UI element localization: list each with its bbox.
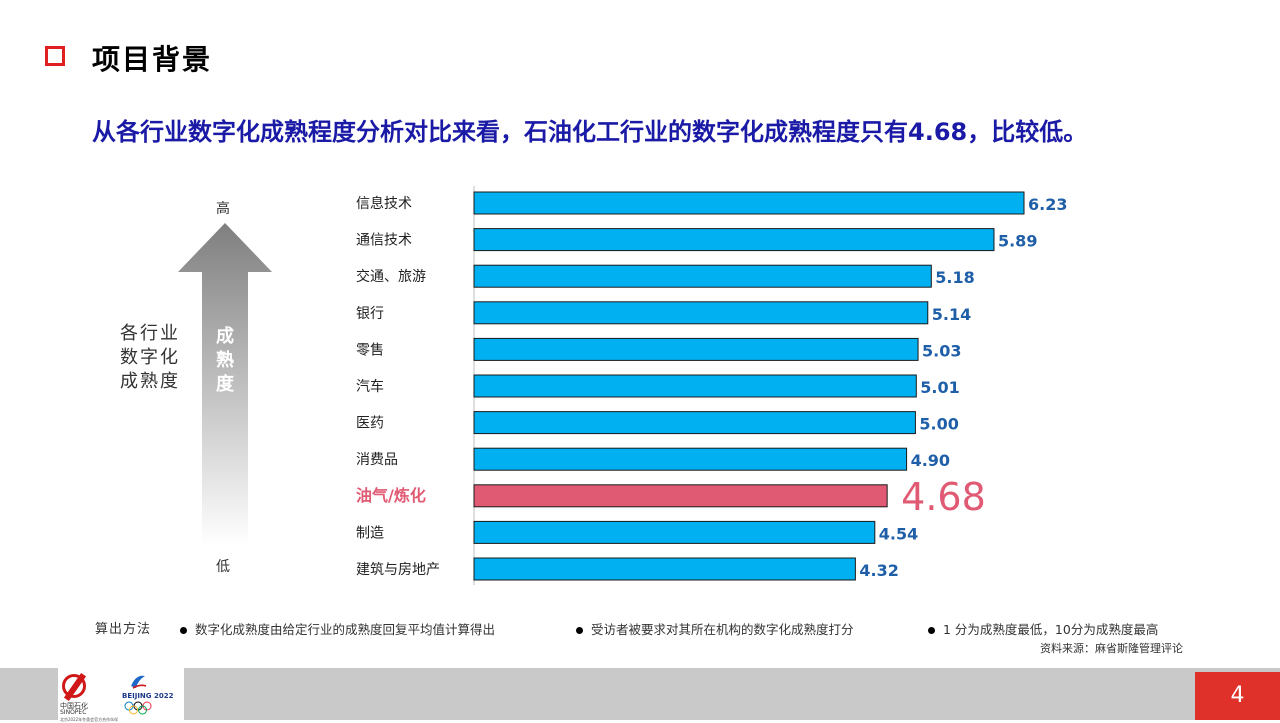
category-label: 医药 bbox=[356, 416, 384, 432]
value-label: 4.90 bbox=[911, 451, 950, 470]
bar bbox=[473, 484, 888, 508]
note-item: 数字化成熟度由给定行业的成熟度回复平均值计算得出 bbox=[180, 619, 495, 638]
note-text: 1 分为成熟度最低，10分为成熟度最高 bbox=[943, 622, 1159, 637]
bar bbox=[473, 520, 876, 544]
category-label: 交通、旅游 bbox=[356, 268, 426, 285]
value-label: 5.03 bbox=[922, 341, 961, 360]
logo-bj: BEIJING 2022 bbox=[122, 692, 174, 700]
value-label: 5.00 bbox=[919, 415, 958, 434]
category-label: 通信技术 bbox=[356, 233, 412, 249]
category-label: 油气/炼化 bbox=[356, 486, 426, 505]
side-label-line: 数字化 bbox=[120, 347, 180, 368]
side-label: 各行业 数字化 成熟度 bbox=[110, 322, 190, 394]
category-label: 信息技术 bbox=[356, 195, 412, 212]
sponsor-logo: 中国石化 SINOPEC BEIJING 2022 北京2022年冬奥会官方合作… bbox=[58, 668, 184, 722]
bullet-icon bbox=[180, 627, 187, 634]
bar bbox=[473, 374, 917, 398]
bar-chart: 信息技术 6.23 通信技术 5.89 交通、旅游 5.18 银行 5.14 零售 5.03 汽车 5… bbox=[178, 186, 1067, 585]
value-label: 4.32 bbox=[859, 561, 898, 580]
maturity-arrow-icon bbox=[178, 223, 272, 545]
bullet-icon bbox=[576, 627, 583, 634]
bar bbox=[473, 264, 932, 288]
beijing-2022-emblem-icon bbox=[131, 675, 147, 689]
value-label: 4.54 bbox=[879, 524, 918, 543]
logo-small: 北京2022年冬奥会官方合作伙伴 bbox=[60, 717, 119, 722]
category-label: 消费品 bbox=[356, 452, 398, 468]
footer-bar bbox=[0, 668, 1280, 720]
title-square-icon bbox=[45, 46, 65, 66]
category-label: 制造 bbox=[356, 525, 384, 541]
value-label: 5.14 bbox=[932, 305, 971, 324]
value-label: 5.89 bbox=[998, 232, 1037, 251]
logo-en: SINOPEC bbox=[60, 709, 87, 716]
page-title: 项目背景 bbox=[92, 43, 213, 76]
low-label: 低 bbox=[216, 559, 230, 575]
bar bbox=[473, 411, 916, 435]
subtitle: 从各行业数字化成熟程度分析对比来看，石油化工行业的数字化成熟程度只有4.68，比… bbox=[92, 118, 1088, 146]
category-label: 银行 bbox=[356, 306, 384, 322]
bar bbox=[473, 191, 1025, 215]
bar bbox=[473, 228, 995, 252]
method-label: 算出方法 bbox=[95, 622, 152, 637]
note-item: 受访者被要求对其所在机构的数字化成熟度打分 bbox=[576, 619, 854, 638]
olympic-rings-icon bbox=[124, 701, 152, 715]
value-label: 5.18 bbox=[935, 268, 974, 287]
value-label: 6.23 bbox=[1028, 195, 1067, 214]
category-label: 汽车 bbox=[356, 378, 384, 395]
arrow-label: 成熟度 bbox=[216, 326, 234, 395]
high-label: 高 bbox=[216, 201, 230, 217]
page-number: 4 bbox=[1195, 672, 1280, 720]
bar bbox=[473, 447, 908, 471]
logo-cn: 中国石化 bbox=[60, 702, 88, 710]
sinopec-logo-icon bbox=[62, 674, 86, 698]
note-text: 受访者被要求对其所在机构的数字化成熟度打分 bbox=[591, 622, 854, 637]
category-label: 零售 bbox=[356, 342, 384, 358]
note-item: 1 分为成熟度最低，10分为成熟度最高 bbox=[928, 619, 1158, 638]
category-label: 建筑与房地产 bbox=[356, 562, 440, 578]
value-label: 4.68 bbox=[901, 475, 986, 519]
source-note: 资料来源：麻省斯隆管理评论 bbox=[1040, 642, 1183, 655]
bar bbox=[473, 337, 919, 361]
bar bbox=[473, 301, 929, 325]
side-label-line: 各行业 bbox=[120, 323, 180, 344]
bullet-icon bbox=[928, 627, 935, 634]
side-label-line: 成熟度 bbox=[120, 371, 180, 392]
note-text: 数字化成熟度由给定行业的成熟度回复平均值计算得出 bbox=[195, 622, 496, 637]
value-label: 5.01 bbox=[920, 378, 959, 397]
bar bbox=[473, 557, 856, 581]
